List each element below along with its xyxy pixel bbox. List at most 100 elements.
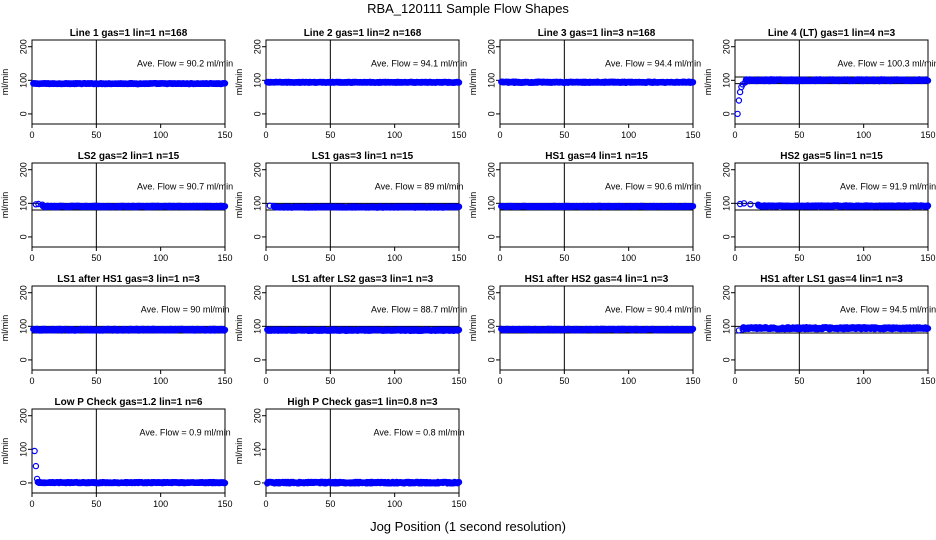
panel-8: HS2 gas=5 lin=1 n=15 ml/min 0 50 100 150 0 100 2… xyxy=(703,151,936,263)
panel-11: HS1 after HS2 gas=4 lin=1 n=3 ml/min 0 50 10… xyxy=(468,274,701,386)
panel-title: Line 3 gas=1 lin=3 n=168 xyxy=(538,28,656,39)
x-tick-label: 0 xyxy=(263,376,268,386)
panel-1: Line 1 gas=1 lin=1 n=168 ml/min 0 50 100 150 0… xyxy=(0,28,233,140)
y-axis-label: ml/min xyxy=(234,69,244,96)
panel-title: Line 1 gas=1 lin=1 n=168 xyxy=(70,28,188,39)
x-tick-label: 100 xyxy=(856,376,871,386)
data-point xyxy=(689,202,697,210)
panel-title: LS2 gas=2 lin=1 n=15 xyxy=(78,151,180,162)
y-tick-label: 200 xyxy=(18,39,28,54)
y-tick-label: 200 xyxy=(252,162,262,177)
data-point xyxy=(455,478,463,486)
x-tick-label: 100 xyxy=(153,499,168,509)
x-tick-label: 150 xyxy=(217,376,232,386)
x-tick-label: 100 xyxy=(621,130,636,140)
data-point xyxy=(221,203,229,210)
average-flow-annotation: Ave. Flow = 89 ml/min xyxy=(375,182,464,192)
panel-14: High P Check gas=1 lin=0.8 n=3 ml/min 0 50 1… xyxy=(234,397,467,509)
x-tick-label: 100 xyxy=(387,376,402,386)
panel-6: LS1 gas=3 lin=1 n=15 ml/min 0 50 100 150 0 100 2… xyxy=(234,151,467,263)
y-axis-label: ml/min xyxy=(0,192,10,219)
y-axis-label: ml/min xyxy=(0,438,10,465)
x-tick-label: 50 xyxy=(325,253,335,263)
y-tick-label: 0 xyxy=(721,357,731,362)
y-tick-label: 100 xyxy=(721,196,731,211)
panel-title: LS1 after LS2 gas=3 lin=1 n=3 xyxy=(292,274,434,285)
average-flow-annotation: Ave. Flow = 94.1 ml/min xyxy=(371,59,467,69)
y-axis-label: ml/min xyxy=(234,315,244,342)
data-point xyxy=(221,479,229,487)
y-axis-label: ml/min xyxy=(468,315,478,342)
panel-12: HS1 after LS1 gas=4 lin=1 n=3 ml/min 0 50 10… xyxy=(703,274,936,386)
y-tick-label: 100 xyxy=(252,319,262,334)
x-tick-label: 0 xyxy=(497,130,502,140)
y-tick-label: 0 xyxy=(252,480,262,485)
y-tick-label: 100 xyxy=(252,442,262,457)
y-tick-label: 200 xyxy=(252,39,262,54)
panel-7: HS1 gas=4 lin=1 n=15 ml/min 0 50 100 150 0 100 2… xyxy=(468,151,701,263)
y-axis-label: ml/min xyxy=(703,192,713,219)
average-flow-annotation: Ave. Flow = 90.6 ml/min xyxy=(605,182,701,192)
y-tick-label: 200 xyxy=(721,39,731,54)
data-point xyxy=(689,78,697,86)
x-tick-label: 150 xyxy=(451,376,466,386)
x-tick-label: 150 xyxy=(217,130,232,140)
x-tick-label: 0 xyxy=(263,253,268,263)
y-tick-label: 0 xyxy=(486,357,496,362)
y-axis-label: ml/min xyxy=(0,69,10,96)
x-tick-label: 150 xyxy=(451,499,466,509)
y-axis-label: ml/min xyxy=(468,69,478,96)
average-flow-annotation: Ave. Flow = 94.5 ml/min xyxy=(840,305,936,315)
data-point xyxy=(455,203,463,210)
x-tick-label: 150 xyxy=(217,253,232,263)
average-flow-annotation: Ave. Flow = 90.4 ml/min xyxy=(605,305,701,315)
x-tick-label: 0 xyxy=(732,130,737,140)
x-tick-label: 0 xyxy=(263,130,268,140)
y-tick-label: 0 xyxy=(721,111,731,116)
data-point xyxy=(924,325,932,332)
panel-10: LS1 after LS2 gas=3 lin=1 n=3 ml/min 0 50 10… xyxy=(234,274,467,386)
average-flow-annotation: Ave. Flow = 0.8 ml/min xyxy=(374,428,465,438)
y-tick-label: 100 xyxy=(486,319,496,334)
y-tick-label: 100 xyxy=(721,319,731,334)
x-tick-label: 0 xyxy=(732,253,737,263)
y-tick-label: 200 xyxy=(721,162,731,177)
panel-title: HS2 gas=5 lin=1 n=15 xyxy=(780,151,883,162)
average-flow-annotation: Ave. Flow = 90 ml/min xyxy=(141,305,230,315)
panel-title: LS1 gas=3 lin=1 n=15 xyxy=(312,151,414,162)
x-tick-label: 100 xyxy=(387,499,402,509)
x-tick-label: 50 xyxy=(91,376,101,386)
average-flow-annotation: Ave. Flow = 90.2 ml/min xyxy=(137,59,233,69)
average-flow-annotation: Ave. Flow = 100.3 ml/min xyxy=(838,59,936,69)
y-tick-label: 100 xyxy=(18,196,28,211)
y-tick-label: 0 xyxy=(18,357,28,362)
x-tick-label: 100 xyxy=(387,130,402,140)
y-tick-label: 200 xyxy=(18,285,28,300)
y-tick-label: 0 xyxy=(721,234,731,239)
y-tick-label: 0 xyxy=(252,357,262,362)
data-point xyxy=(31,447,38,455)
data-point xyxy=(455,79,463,86)
x-tick-label: 100 xyxy=(153,376,168,386)
y-tick-label: 0 xyxy=(18,480,28,485)
panel-5: LS2 gas=2 lin=1 n=15 ml/min 0 50 100 150 0 100 2… xyxy=(0,151,233,263)
y-tick-label: 200 xyxy=(721,285,731,300)
y-tick-label: 0 xyxy=(486,234,496,239)
x-tick-label: 100 xyxy=(387,253,402,263)
panel-title: HS1 after HS2 gas=4 lin=1 n=3 xyxy=(525,274,669,285)
data-point xyxy=(735,97,743,104)
y-tick-label: 100 xyxy=(252,73,262,88)
data-point xyxy=(689,325,697,333)
figure-title: RBA_120111 Sample Flow Shapes xyxy=(367,1,569,16)
average-flow-annotation: Ave. Flow = 94.4 ml/min xyxy=(605,59,701,69)
data-point xyxy=(734,110,741,118)
panel-title: Line 4 (LT) gas=1 lin=4 n=3 xyxy=(768,28,896,39)
y-tick-label: 0 xyxy=(252,234,262,239)
data-point xyxy=(221,326,229,334)
x-tick-label: 150 xyxy=(920,376,935,386)
panel-2: Line 2 gas=1 lin=2 n=168 ml/min 0 50 100 150 0… xyxy=(234,28,467,140)
x-tick-label: 100 xyxy=(621,253,636,263)
x-tick-label: 150 xyxy=(920,253,935,263)
y-tick-label: 100 xyxy=(18,73,28,88)
